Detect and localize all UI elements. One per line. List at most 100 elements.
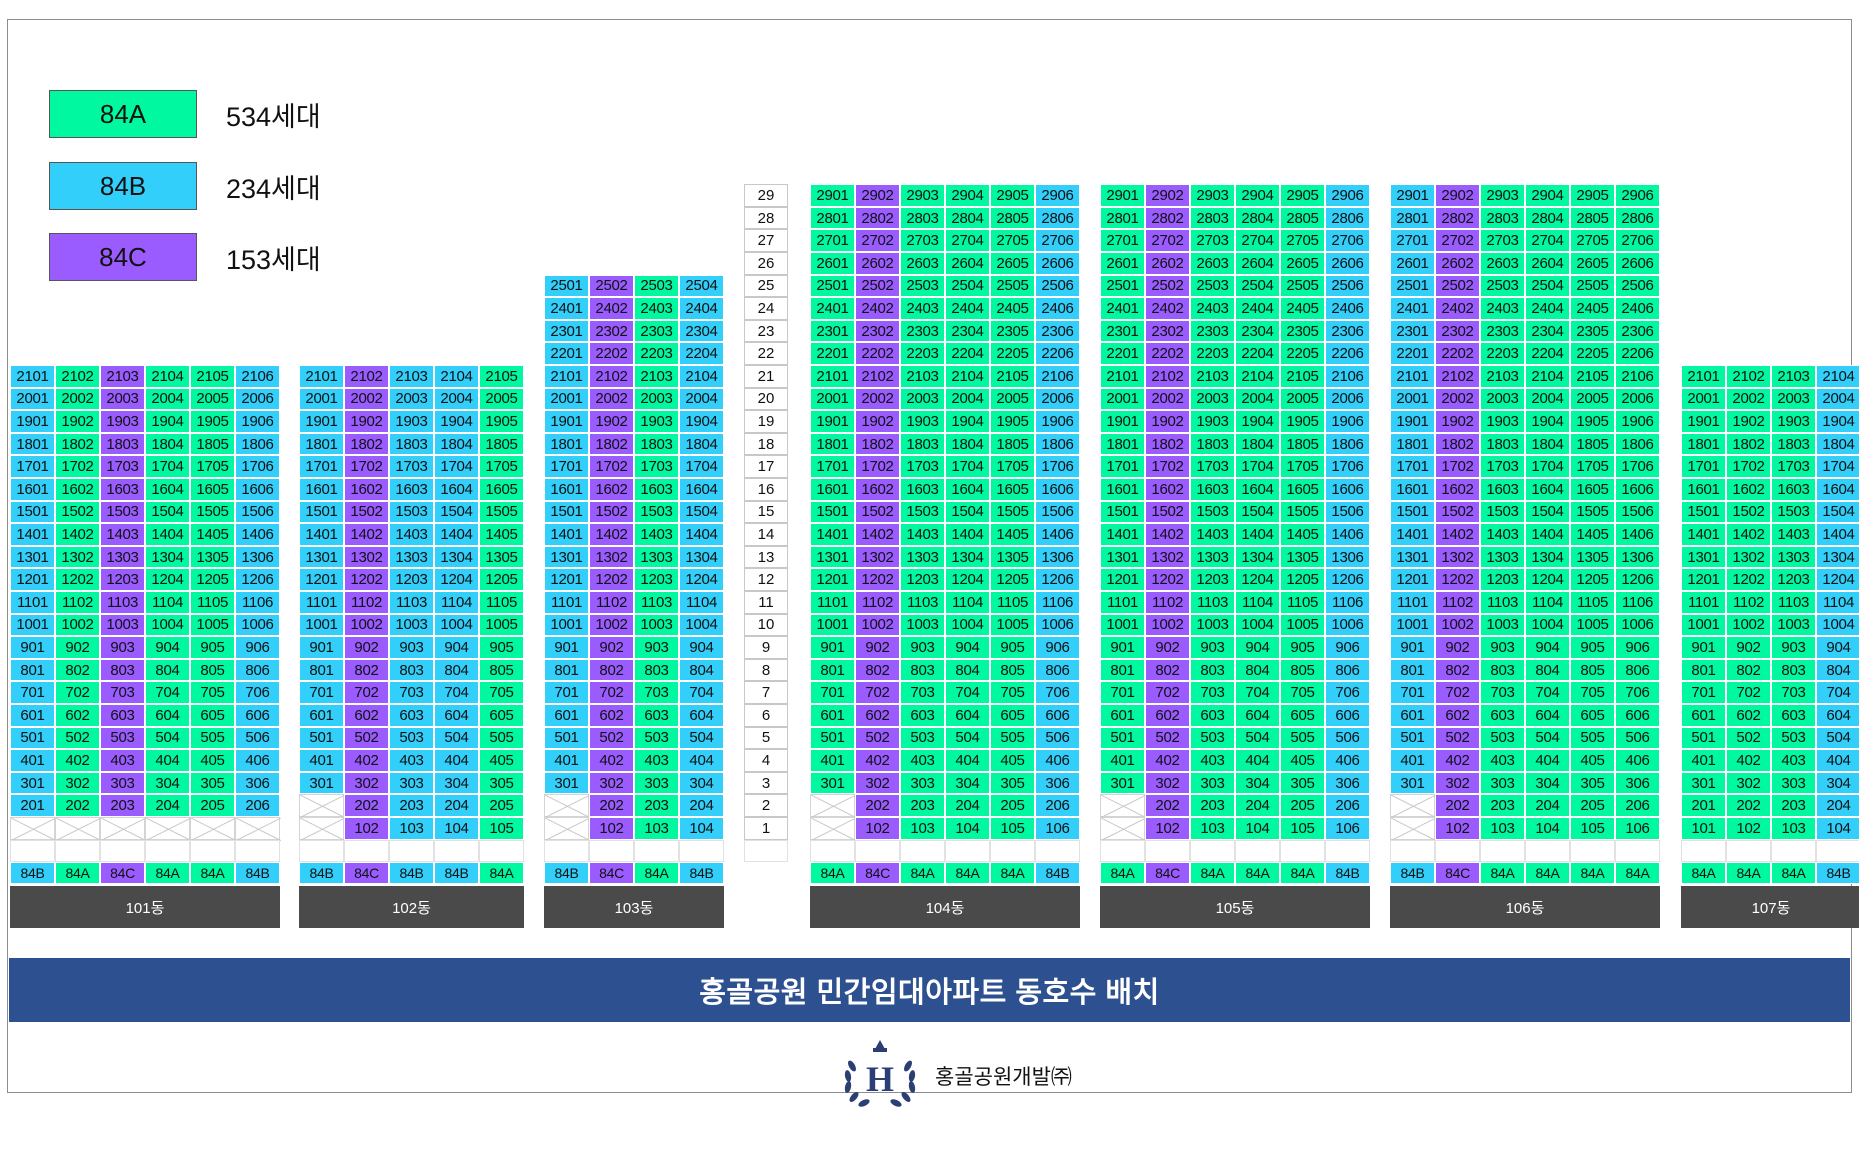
unit-cell: 1703 bbox=[389, 455, 434, 478]
unit-cell: 905 bbox=[990, 636, 1035, 659]
unit-cell: 402 bbox=[55, 749, 100, 772]
unit-cell: 205 bbox=[1570, 794, 1615, 817]
unit-cell: 1303 bbox=[1480, 545, 1525, 569]
unit-cell: 2202 bbox=[1145, 342, 1190, 365]
unit-cell: 2004 bbox=[1235, 387, 1280, 411]
unit-cell: 2005 bbox=[479, 387, 524, 411]
unit-cell: 202 bbox=[1726, 794, 1771, 817]
unit-cell: 202 bbox=[1435, 794, 1480, 817]
unit-cell: 306 bbox=[1035, 771, 1080, 795]
unit-cell: 206 bbox=[1325, 794, 1370, 817]
unit-cell: 2006 bbox=[1035, 387, 1080, 411]
unit-cell: 1201 bbox=[810, 568, 855, 591]
unit-cell: 2001 bbox=[299, 387, 344, 411]
unit-cell: 401 bbox=[544, 749, 589, 772]
unit-cell: 304 bbox=[945, 771, 990, 795]
unit-cell: 2302 bbox=[1145, 319, 1190, 343]
unit-cell: 1203 bbox=[634, 568, 679, 591]
unit-cell: 1404 bbox=[434, 523, 479, 546]
unit-cell: 1304 bbox=[945, 545, 990, 569]
unit-cell: 2302 bbox=[1435, 319, 1480, 343]
unit-cell: 1002 bbox=[589, 613, 634, 637]
unit-cell: 2506 bbox=[1325, 274, 1370, 298]
unit-cell: 604 bbox=[679, 704, 724, 727]
spacer-cell bbox=[1480, 839, 1525, 862]
unit-cell: 1803 bbox=[900, 432, 945, 456]
unit-cell: 1501 bbox=[544, 500, 589, 524]
unit-cell: 2904 bbox=[1525, 184, 1570, 207]
unit-cell: 1704 bbox=[1235, 455, 1280, 478]
unit-cell: 1502 bbox=[55, 500, 100, 524]
unit-cell: 902 bbox=[1435, 636, 1480, 659]
unit-cell: 2101 bbox=[1681, 365, 1726, 388]
unit-cell: 806 bbox=[235, 658, 280, 682]
unit-cell: 2402 bbox=[1435, 297, 1480, 320]
unit-cell: 906 bbox=[1035, 636, 1080, 659]
unit-cell: 1802 bbox=[589, 432, 634, 456]
unit-cell: 1102 bbox=[855, 591, 900, 614]
unit-cell: 1903 bbox=[900, 410, 945, 433]
unit-cell: 1202 bbox=[344, 568, 389, 591]
unit-cell: 1004 bbox=[145, 613, 190, 637]
unit-cell: 606 bbox=[1035, 704, 1080, 727]
unit-cell: 1004 bbox=[945, 613, 990, 637]
unit-cell: 706 bbox=[1615, 681, 1660, 704]
spacer-cell bbox=[1280, 839, 1325, 862]
unit-cell: 1703 bbox=[900, 455, 945, 478]
unit-cell: 2201 bbox=[810, 342, 855, 365]
unit-cell: 806 bbox=[1615, 658, 1660, 682]
unit-cell: 905 bbox=[1570, 636, 1615, 659]
unit-cell: 2205 bbox=[1570, 342, 1615, 365]
unit-cell: 1203 bbox=[1771, 568, 1816, 591]
unit-cell: 1405 bbox=[190, 523, 235, 546]
unit-cell: 2102 bbox=[1145, 365, 1190, 388]
floor-number: 8 bbox=[744, 658, 788, 682]
unit-cell: 1003 bbox=[389, 613, 434, 637]
unit-cell: 1904 bbox=[945, 410, 990, 433]
unit-type-label: 84B bbox=[1816, 862, 1859, 884]
unit-cell: 1403 bbox=[389, 523, 434, 546]
unit-cell: 2902 bbox=[1145, 184, 1190, 207]
unit-cell: 1102 bbox=[55, 591, 100, 614]
unit-cell: 2402 bbox=[855, 297, 900, 320]
unit-cell: 1503 bbox=[1190, 500, 1235, 524]
unit-cell: 1206 bbox=[1035, 568, 1080, 591]
unit-type-label: 84C bbox=[589, 862, 634, 884]
unit-cell: 2601 bbox=[810, 252, 855, 275]
unit-cell: 402 bbox=[1726, 749, 1771, 772]
unit-cell: 104 bbox=[1235, 817, 1280, 840]
unit-cell: 2805 bbox=[990, 206, 1035, 230]
unit-cell: 1703 bbox=[1771, 455, 1816, 478]
unit-cell: 2403 bbox=[900, 297, 945, 320]
unit-cell: 1401 bbox=[810, 523, 855, 546]
unit-cell: 2005 bbox=[190, 387, 235, 411]
unit-cell: 601 bbox=[544, 704, 589, 727]
floor-number: 20 bbox=[744, 387, 788, 411]
unit-cell: 2304 bbox=[679, 319, 724, 343]
spacer-cell bbox=[10, 839, 55, 862]
unit-cell: 1803 bbox=[389, 432, 434, 456]
unit-cell: 1805 bbox=[1570, 432, 1615, 456]
unit-cell: 505 bbox=[1280, 726, 1325, 750]
unit-cell: 1602 bbox=[589, 478, 634, 501]
unit-cell: 101 bbox=[1681, 817, 1726, 840]
unit-cell: 905 bbox=[1280, 636, 1325, 659]
unit-cell: 1105 bbox=[1280, 591, 1325, 614]
unit-cell: 1201 bbox=[544, 568, 589, 591]
legend-swatch-84a: 84A bbox=[49, 90, 197, 138]
unit-cell: 1003 bbox=[1190, 613, 1235, 637]
unit-cell: 2402 bbox=[589, 297, 634, 320]
unit-cell: 1205 bbox=[1280, 568, 1325, 591]
unit-cell-empty bbox=[544, 794, 590, 818]
unit-cell: 1104 bbox=[679, 591, 724, 614]
unit-cell: 1003 bbox=[1771, 613, 1816, 637]
unit-cell: 2205 bbox=[1280, 342, 1325, 365]
unit-cell: 1605 bbox=[1280, 478, 1325, 501]
unit-cell: 1005 bbox=[1280, 613, 1325, 637]
unit-cell: 2606 bbox=[1325, 252, 1370, 275]
unit-cell: 2703 bbox=[1190, 229, 1235, 252]
unit-type-label: 84A bbox=[479, 862, 524, 884]
logo-letter: H bbox=[866, 1059, 894, 1099]
unit-cell: 903 bbox=[389, 636, 434, 659]
unit-cell: 1005 bbox=[1570, 613, 1615, 637]
